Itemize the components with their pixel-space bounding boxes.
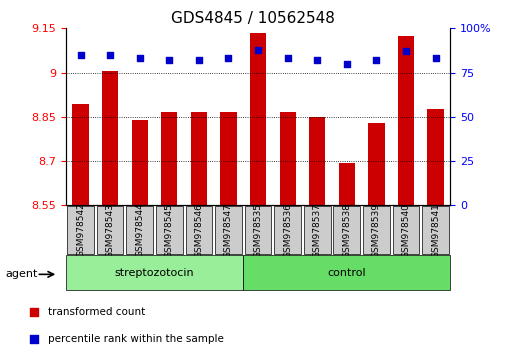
FancyBboxPatch shape xyxy=(185,206,212,254)
FancyBboxPatch shape xyxy=(244,206,271,254)
FancyBboxPatch shape xyxy=(304,206,330,254)
Bar xyxy=(72,104,88,205)
Point xyxy=(313,57,321,63)
Text: control: control xyxy=(327,268,366,278)
Point xyxy=(76,52,84,58)
Text: transformed count: transformed count xyxy=(48,307,145,317)
FancyBboxPatch shape xyxy=(392,206,419,254)
Bar xyxy=(220,112,236,205)
Text: GSM978538: GSM978538 xyxy=(341,202,350,258)
Bar xyxy=(427,109,443,205)
Bar xyxy=(397,36,413,205)
Bar xyxy=(279,113,295,205)
Point xyxy=(254,47,262,52)
Text: GSM978543: GSM978543 xyxy=(106,202,115,258)
Text: GSM978537: GSM978537 xyxy=(312,202,321,258)
Text: streptozotocin: streptozotocin xyxy=(115,268,194,278)
Point xyxy=(224,56,232,61)
FancyBboxPatch shape xyxy=(66,255,243,290)
FancyBboxPatch shape xyxy=(421,206,448,254)
Point xyxy=(165,57,173,63)
Text: GSM978545: GSM978545 xyxy=(165,202,174,258)
Point xyxy=(194,57,203,63)
Text: GSM978544: GSM978544 xyxy=(135,203,144,257)
Text: GDS4845 / 10562548: GDS4845 / 10562548 xyxy=(171,11,334,25)
Text: GSM978546: GSM978546 xyxy=(194,202,203,258)
Point xyxy=(372,57,380,63)
Point xyxy=(401,48,409,54)
FancyBboxPatch shape xyxy=(156,206,182,254)
Text: GSM978539: GSM978539 xyxy=(371,202,380,258)
FancyBboxPatch shape xyxy=(215,206,241,254)
Bar xyxy=(131,120,147,205)
FancyBboxPatch shape xyxy=(67,206,94,254)
Text: GSM978535: GSM978535 xyxy=(253,202,262,258)
FancyBboxPatch shape xyxy=(126,206,153,254)
Point xyxy=(283,56,291,61)
Point xyxy=(331,184,339,190)
Text: GSM978541: GSM978541 xyxy=(430,202,439,258)
Bar xyxy=(368,123,384,205)
Bar xyxy=(309,118,325,205)
Bar xyxy=(249,33,266,205)
Point xyxy=(342,61,350,67)
Bar xyxy=(102,71,118,205)
Point xyxy=(106,52,114,58)
Text: GSM978540: GSM978540 xyxy=(400,202,410,258)
Text: percentile rank within the sample: percentile rank within the sample xyxy=(48,334,224,344)
Text: GSM978542: GSM978542 xyxy=(76,203,85,257)
FancyBboxPatch shape xyxy=(96,206,123,254)
Text: agent: agent xyxy=(5,269,37,279)
Point xyxy=(431,56,439,61)
Point xyxy=(135,56,143,61)
Bar xyxy=(161,113,177,205)
Text: GSM978536: GSM978536 xyxy=(283,202,291,258)
FancyBboxPatch shape xyxy=(274,206,300,254)
Bar xyxy=(338,163,354,205)
FancyBboxPatch shape xyxy=(363,206,389,254)
Bar xyxy=(190,113,207,205)
Text: GSM978547: GSM978547 xyxy=(224,202,232,258)
FancyBboxPatch shape xyxy=(243,255,449,290)
FancyBboxPatch shape xyxy=(333,206,360,254)
